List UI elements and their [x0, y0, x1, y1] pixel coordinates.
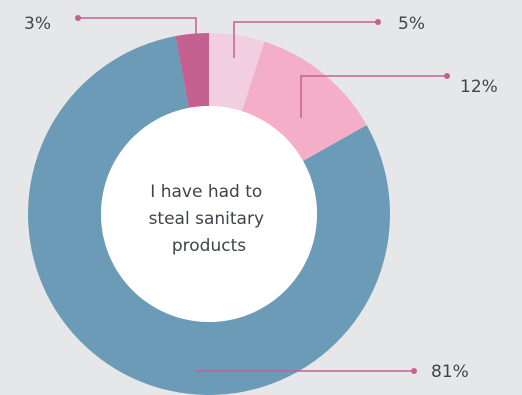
leader-12: 12% [300, 73, 498, 118]
leader-line-5 [233, 21, 378, 58]
leader-5: 5% [233, 14, 425, 58]
slice-label-81: 81% [431, 362, 469, 382]
slice-label-12: 12% [460, 77, 498, 97]
center-label-line-1: I have had to [150, 182, 262, 202]
leader-line-3 [78, 17, 197, 50]
slice-label-5: 5% [398, 14, 425, 34]
donut-hole [101, 106, 317, 322]
donut-slices [28, 33, 390, 395]
leader-dot-5 [375, 19, 381, 25]
leader-3: 3% [24, 14, 197, 50]
slice-3pct [175, 33, 209, 108]
center-label: I have had to steal sanitary products [149, 182, 270, 256]
leader-dot-12 [444, 73, 450, 79]
leader-dot-81 [411, 368, 417, 374]
slice-81pct [28, 36, 390, 395]
slice-label-3: 3% [24, 14, 51, 34]
center-label-line-3: products [172, 236, 246, 256]
leader-line-12 [300, 75, 447, 118]
leader-dot-3 [75, 15, 81, 21]
slice-12pct [242, 41, 367, 161]
leader-81: 81% [196, 362, 469, 382]
slice-5pct [209, 33, 265, 112]
center-label-line-2: steal sanitary [149, 209, 264, 229]
